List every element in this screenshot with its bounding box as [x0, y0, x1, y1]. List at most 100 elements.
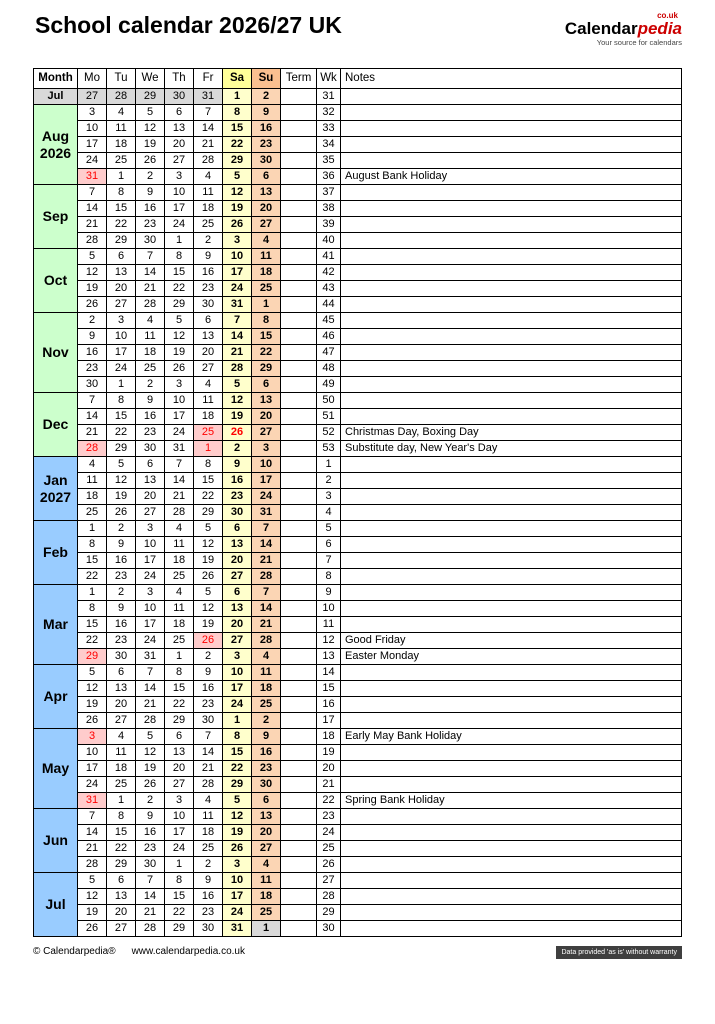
day-cell: 21 — [77, 840, 107, 857]
header-term: Term — [280, 68, 317, 89]
day-cell: 22 — [77, 568, 107, 585]
day-cell: 26 — [193, 568, 223, 585]
day-cell: 13 — [251, 392, 281, 409]
note-cell — [340, 920, 682, 937]
day-cell: 6 — [164, 728, 194, 745]
day-cell: 13 — [222, 536, 252, 553]
day-cell: 29 — [222, 776, 252, 793]
note-cell — [340, 776, 682, 793]
week-number: 35 — [316, 152, 341, 169]
day-cell: 20 — [106, 280, 136, 297]
week-row: 21 22 23 24 25 26 27 39 — [34, 216, 682, 233]
day-cell: 28 — [106, 88, 136, 105]
day-cell: 30 — [135, 440, 165, 457]
day-cell: 26 — [222, 840, 252, 857]
day-cell: 18 — [77, 488, 107, 505]
week-row: 10 11 12 13 14 15 16 33 — [34, 120, 682, 137]
note-cell: Spring Bank Holiday — [340, 792, 682, 809]
week-row: Jan 2027 4 5 6 7 8 9 10 1 — [33, 456, 682, 521]
week-number: 10 — [316, 600, 341, 617]
note-cell — [340, 456, 682, 473]
term-cell — [280, 648, 317, 665]
day-cell: 8 — [164, 664, 194, 681]
day-cell: 4 — [106, 728, 136, 745]
day-cell: 29 — [193, 504, 223, 521]
day-cell: 16 — [77, 344, 107, 361]
day-cell: 12 — [164, 328, 194, 345]
day-cell: 6 — [222, 584, 252, 601]
week-row: 26 27 28 29 30 31 1 44 — [34, 296, 682, 313]
day-cell: 3 — [106, 312, 136, 329]
day-cell: 3 — [222, 648, 252, 665]
term-cell — [280, 728, 317, 745]
day-cell: 4 — [77, 456, 107, 473]
day-cell: 29 — [164, 296, 194, 313]
footer-disclaimer: Data provided 'as is' without warranty — [556, 946, 682, 959]
day-cell: 16 — [106, 552, 136, 569]
day-cell: 4 — [251, 232, 281, 249]
footer-url-link[interactable]: www.calendarpedia.co.uk — [131, 946, 245, 957]
note-cell — [340, 712, 682, 729]
day-cell: 24 — [222, 904, 252, 921]
day-cell: 7 — [77, 392, 107, 409]
header-tu: Tu — [106, 68, 136, 89]
week-row: 25 26 27 28 29 30 31 4 — [34, 504, 682, 521]
week-row: 31 1 2 3 4 5 6 36 August Bank Holiday — [34, 168, 682, 185]
day-cell: 5 — [135, 104, 165, 121]
day-cell: 28 — [222, 360, 252, 377]
note-cell — [340, 696, 682, 713]
note-cell: August Bank Holiday — [340, 168, 682, 185]
day-cell: 14 — [77, 200, 107, 217]
day-cell: 16 — [135, 200, 165, 217]
day-cell: 7 — [77, 184, 107, 201]
page-header: School calendar 2026/27 UK co.uk Calenda… — [0, 0, 715, 68]
note-cell — [340, 88, 682, 105]
calendarpedia-logo: co.uk Calendarpedia Your source for cale… — [565, 11, 682, 47]
day-cell: 18 — [135, 344, 165, 361]
week-number: 44 — [316, 296, 341, 313]
day-cell: 5 — [77, 664, 107, 681]
note-cell — [340, 232, 682, 249]
term-cell — [280, 328, 317, 345]
day-cell: 31 — [222, 920, 252, 937]
term-cell — [280, 840, 317, 857]
day-cell: 25 — [251, 696, 281, 713]
day-cell: 23 — [251, 760, 281, 777]
day-cell: 30 — [164, 88, 194, 105]
week-number: 17 — [316, 712, 341, 729]
note-cell — [340, 312, 682, 329]
note-cell — [340, 184, 682, 201]
term-cell — [280, 696, 317, 713]
day-cell: 14 — [193, 120, 223, 137]
week-number: 29 — [316, 904, 341, 921]
week-number: 15 — [316, 680, 341, 697]
day-cell: 1 — [77, 584, 107, 601]
day-cell: 27 — [106, 712, 136, 729]
week-row: 14 15 16 17 18 19 20 51 — [34, 408, 682, 425]
month-label-jun: Jun — [33, 808, 78, 873]
note-cell — [340, 872, 682, 889]
week-row: 17 18 19 20 21 22 23 20 — [34, 760, 682, 777]
day-cell: 9 — [251, 728, 281, 745]
day-cell: 28 — [77, 856, 107, 873]
day-cell: 3 — [135, 584, 165, 601]
day-cell: 1 — [106, 168, 136, 185]
week-row: Mar 1 2 3 4 5 6 7 9 — [33, 584, 682, 665]
day-cell: 8 — [164, 248, 194, 265]
day-cell: 5 — [77, 872, 107, 889]
term-cell — [280, 664, 317, 681]
day-cell: 26 — [135, 152, 165, 169]
term-cell — [280, 680, 317, 697]
day-cell: 28 — [135, 920, 165, 937]
day-cell: 28 — [193, 776, 223, 793]
day-cell: 26 — [222, 424, 252, 441]
term-cell — [280, 440, 317, 457]
term-cell — [280, 920, 317, 937]
day-cell: 14 — [135, 888, 165, 905]
term-cell — [280, 536, 317, 553]
day-cell: 13 — [251, 808, 281, 825]
day-cell: 7 — [251, 584, 281, 601]
term-cell — [280, 184, 317, 201]
week-number: 11 — [316, 616, 341, 633]
day-cell: 18 — [106, 136, 136, 153]
